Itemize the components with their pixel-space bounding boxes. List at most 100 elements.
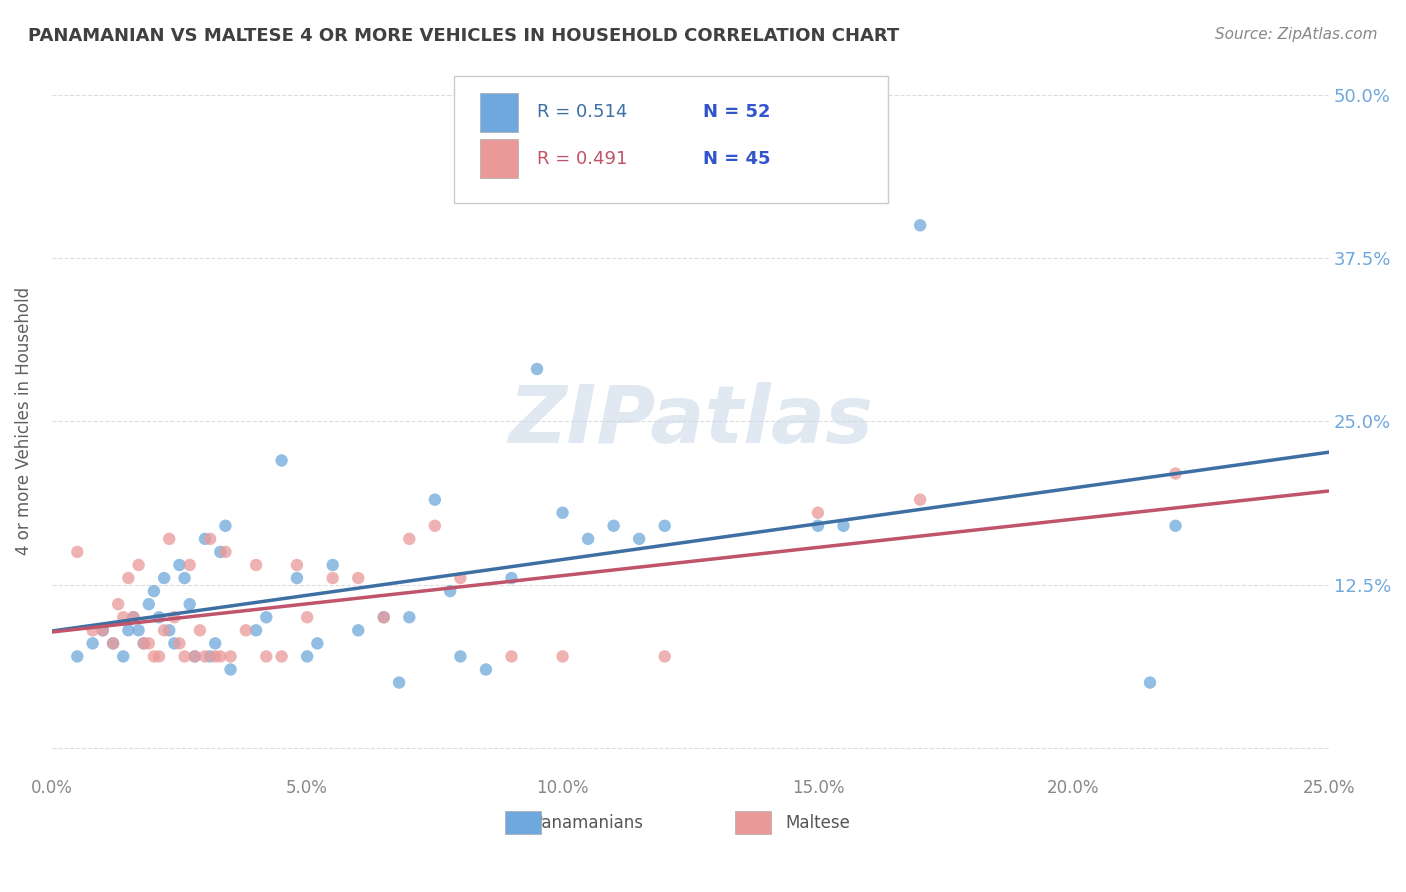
Point <box>628 532 651 546</box>
Point <box>184 649 207 664</box>
Point <box>132 636 155 650</box>
Point <box>214 545 236 559</box>
Point <box>285 558 308 572</box>
Point <box>307 636 329 650</box>
Point <box>122 610 145 624</box>
Point <box>198 532 221 546</box>
Point <box>157 532 180 546</box>
Point <box>235 624 257 638</box>
Point <box>1164 518 1187 533</box>
Point <box>117 624 139 638</box>
Point <box>194 532 217 546</box>
Point <box>270 453 292 467</box>
Point <box>423 518 446 533</box>
Point <box>117 571 139 585</box>
Point <box>173 649 195 664</box>
Point <box>576 532 599 546</box>
Point <box>153 571 176 585</box>
Point <box>908 219 931 233</box>
Point <box>122 610 145 624</box>
Point <box>807 518 830 533</box>
Text: Maltese: Maltese <box>786 814 851 832</box>
Point <box>142 649 165 664</box>
Point <box>148 610 170 624</box>
Point <box>1139 675 1161 690</box>
Point <box>322 571 344 585</box>
Point <box>184 649 207 664</box>
Point <box>101 636 124 650</box>
Text: Panamanians: Panamanians <box>533 814 644 832</box>
Point <box>163 610 186 624</box>
Point <box>163 636 186 650</box>
Point <box>388 675 411 690</box>
Point <box>148 649 170 664</box>
Point <box>439 584 461 599</box>
Point <box>347 624 370 638</box>
Point <box>132 636 155 650</box>
Text: ZIPatlas: ZIPatlas <box>508 383 873 460</box>
Point <box>157 624 180 638</box>
Point <box>551 506 574 520</box>
Point <box>209 649 232 664</box>
Point <box>373 610 395 624</box>
Point <box>245 624 267 638</box>
Point <box>475 663 498 677</box>
Point <box>138 636 160 650</box>
FancyBboxPatch shape <box>505 811 541 834</box>
Text: R = 0.491: R = 0.491 <box>537 150 627 168</box>
Point <box>82 636 104 650</box>
Point <box>602 518 624 533</box>
Point <box>209 545 232 559</box>
Text: N = 52: N = 52 <box>703 103 770 121</box>
Point <box>526 362 548 376</box>
Point <box>501 649 523 664</box>
Point <box>142 584 165 599</box>
Point <box>204 649 226 664</box>
Point <box>373 610 395 624</box>
FancyBboxPatch shape <box>479 93 517 132</box>
Y-axis label: 4 or more Vehicles in Household: 4 or more Vehicles in Household <box>15 287 32 556</box>
Point <box>188 624 211 638</box>
Point <box>551 649 574 664</box>
Point <box>219 649 242 664</box>
Point <box>423 492 446 507</box>
Point <box>66 545 89 559</box>
FancyBboxPatch shape <box>735 811 770 834</box>
Point <box>179 558 201 572</box>
Text: PANAMANIAN VS MALTESE 4 OR MORE VEHICLES IN HOUSEHOLD CORRELATION CHART: PANAMANIAN VS MALTESE 4 OR MORE VEHICLES… <box>28 27 900 45</box>
Point <box>138 597 160 611</box>
Point <box>295 610 318 624</box>
Point <box>254 649 277 664</box>
Point <box>832 518 855 533</box>
Point <box>112 649 135 664</box>
Point <box>66 649 89 664</box>
Point <box>91 624 114 638</box>
Point <box>1164 467 1187 481</box>
Point <box>194 649 217 664</box>
Point <box>204 636 226 650</box>
Point <box>398 610 420 624</box>
Point <box>169 558 191 572</box>
Point <box>807 506 830 520</box>
Point <box>219 663 242 677</box>
Point <box>449 649 471 664</box>
Point <box>91 624 114 638</box>
Point <box>245 558 267 572</box>
Point <box>347 571 370 585</box>
FancyBboxPatch shape <box>479 139 517 178</box>
Point <box>295 649 318 664</box>
FancyBboxPatch shape <box>454 76 889 202</box>
Point <box>169 636 191 650</box>
Text: R = 0.514: R = 0.514 <box>537 103 627 121</box>
Point <box>128 624 150 638</box>
Point <box>198 649 221 664</box>
Point <box>501 571 523 585</box>
Point <box>214 518 236 533</box>
Point <box>908 492 931 507</box>
Point <box>285 571 308 585</box>
Point <box>82 624 104 638</box>
Point <box>654 649 676 664</box>
Point <box>173 571 195 585</box>
Point <box>179 597 201 611</box>
Text: Source: ZipAtlas.com: Source: ZipAtlas.com <box>1215 27 1378 42</box>
